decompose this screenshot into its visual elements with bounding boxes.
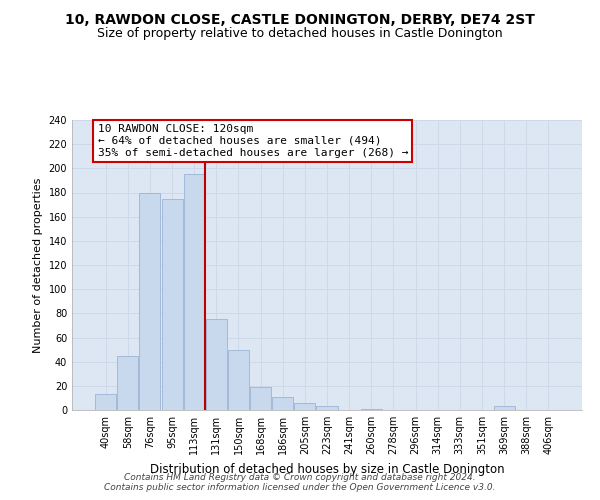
Bar (316, 406, 338, 410)
Text: Size of property relative to detached houses in Castle Donington: Size of property relative to detached ho… (97, 28, 503, 40)
Y-axis label: Number of detached properties: Number of detached properties (33, 178, 43, 352)
Text: Contains HM Land Registry data © Crown copyright and database right 2024.
Contai: Contains HM Land Registry data © Crown c… (104, 473, 496, 492)
Bar (184, 174, 205, 410)
Bar (139, 192, 160, 410)
Bar (494, 406, 515, 410)
Bar (206, 320, 227, 410)
X-axis label: Distribution of detached houses by size in Castle Donington: Distribution of detached houses by size … (149, 462, 505, 475)
Bar (118, 356, 139, 410)
Bar (161, 198, 182, 410)
Text: 10, RAWDON CLOSE, CASTLE DONINGTON, DERBY, DE74 2ST: 10, RAWDON CLOSE, CASTLE DONINGTON, DERB… (65, 12, 535, 26)
Bar (250, 387, 271, 410)
Text: 10 RAWDON CLOSE: 120sqm
← 64% of detached houses are smaller (494)
35% of semi-d: 10 RAWDON CLOSE: 120sqm ← 64% of detache… (97, 124, 408, 158)
Bar (95, 394, 116, 410)
Bar (228, 350, 249, 410)
Bar (361, 409, 382, 410)
Bar (295, 403, 316, 410)
Bar (272, 396, 293, 410)
